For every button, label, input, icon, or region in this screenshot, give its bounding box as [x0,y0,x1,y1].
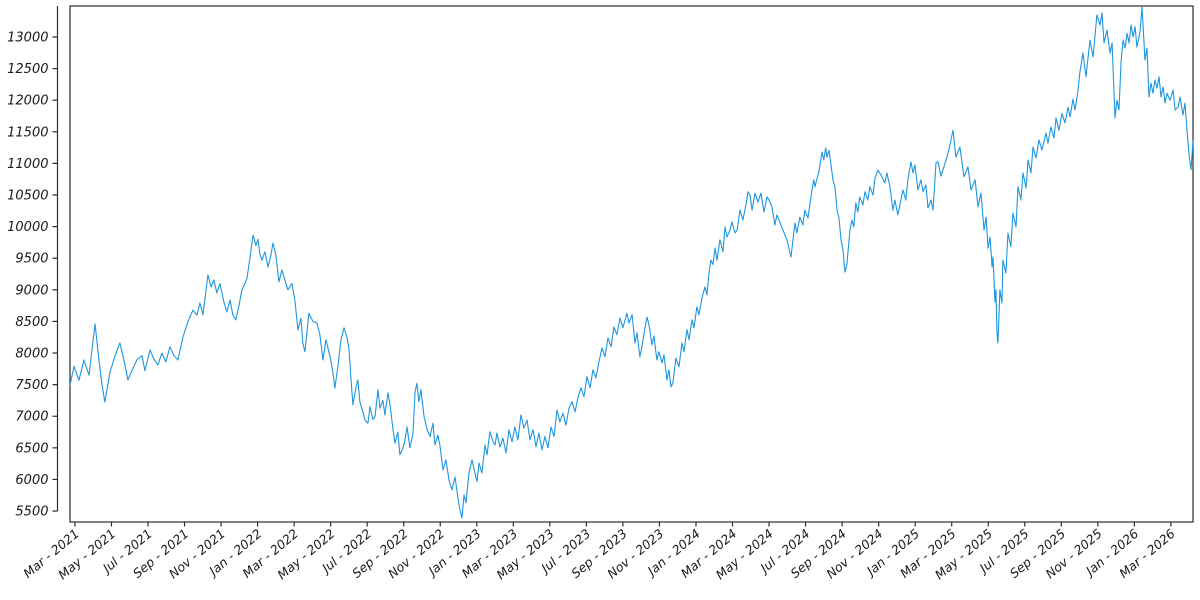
y-tick-label: 7000 [15,410,48,425]
y-tick-label: 8500 [15,315,48,330]
y-tick-label: 7500 [15,378,48,393]
y-tick-label: 13000 [7,30,48,45]
plot-area-border [69,5,1194,523]
y-tick-label: 11000 [7,157,48,172]
y-tick-label: 6500 [15,441,48,456]
y-tick-label: 11500 [7,125,48,140]
y-axis: 5500 6000 6500 7000 7500 8000 8500 9000 9500 1000… [7,6,59,520]
y-tick-label: 10000 [7,220,48,235]
y-tick-label: 8000 [15,347,48,362]
price-line-series [69,6,1194,519]
y-tick-label: 5500 [15,505,48,520]
y-tick-label: 9500 [15,252,48,267]
y-tick-label: 10500 [7,189,48,204]
y-tick-label: 12000 [7,94,48,109]
y-tick-label: 6000 [15,473,48,488]
y-tick-label: 12500 [7,62,48,77]
y-tick-label: 9000 [15,283,48,298]
